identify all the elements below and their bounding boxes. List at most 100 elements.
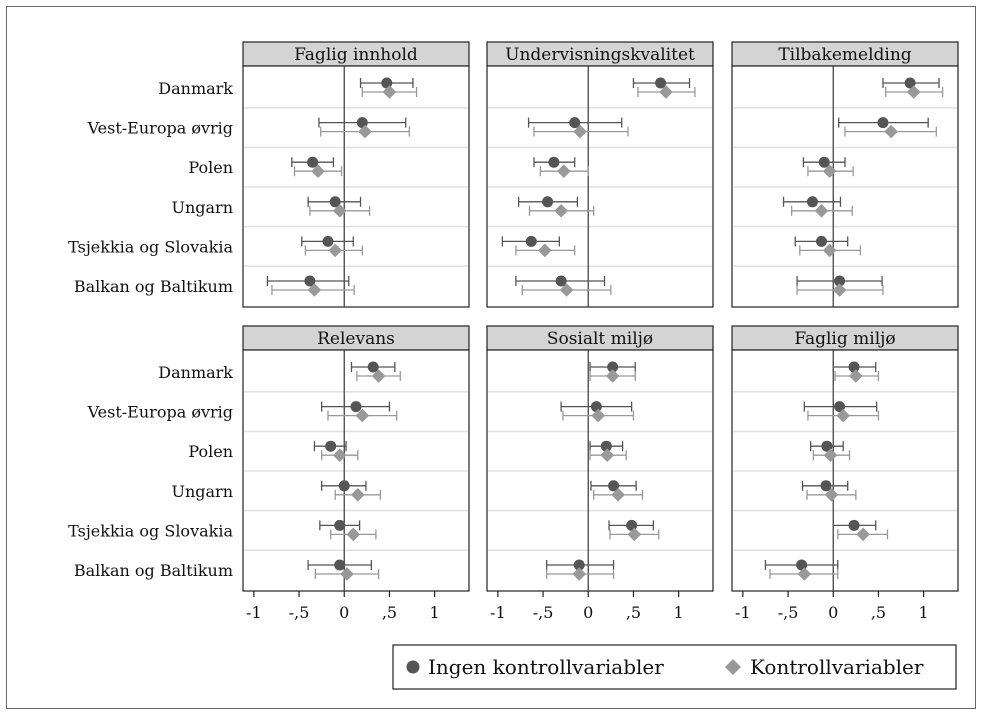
panel-title: Tilbakemelding bbox=[778, 45, 911, 65]
x-tick-label: ,5 bbox=[871, 603, 886, 622]
category-label: Danmark bbox=[158, 363, 233, 382]
point-marker bbox=[559, 283, 574, 297]
point-marker bbox=[822, 243, 837, 258]
point-marker bbox=[334, 519, 346, 531]
point-marker bbox=[332, 448, 347, 462]
category-label: Tsjekkia og Slovakia bbox=[68, 237, 233, 256]
point-marker bbox=[355, 408, 370, 423]
point-marker bbox=[600, 440, 612, 452]
point-marker bbox=[591, 408, 605, 423]
point-marker bbox=[627, 527, 642, 542]
point-marker bbox=[906, 85, 921, 99]
x-tick-label: -,5 bbox=[289, 603, 310, 622]
panel-title-strip bbox=[242, 41, 470, 67]
point-marker bbox=[611, 488, 625, 502]
point-marker bbox=[884, 124, 898, 139]
panel-title: Relevans bbox=[317, 329, 395, 349]
point-marker bbox=[877, 117, 889, 129]
point-marker bbox=[328, 243, 343, 258]
category-label: Polen bbox=[188, 442, 233, 461]
legend-label: Ingen kontrollvariabler bbox=[428, 655, 664, 679]
point-marker bbox=[821, 440, 833, 452]
legend-marker-circle bbox=[406, 660, 420, 674]
point-marker bbox=[555, 275, 567, 287]
x-tick-label: -1 bbox=[490, 603, 506, 622]
point-marker bbox=[848, 361, 860, 373]
panel-3: Tilbakemelding bbox=[731, 41, 959, 308]
point-marker bbox=[367, 361, 379, 373]
point-marker bbox=[848, 519, 860, 531]
point-marker bbox=[334, 559, 346, 571]
category-label: Vest-Europa øvrig bbox=[87, 119, 233, 138]
point-marker bbox=[655, 77, 667, 89]
point-marker bbox=[307, 156, 319, 168]
legend-box bbox=[392, 644, 957, 690]
legend-label: Kontrollvariabler bbox=[750, 655, 924, 679]
point-marker bbox=[569, 117, 581, 129]
point-marker bbox=[820, 480, 832, 492]
point-marker bbox=[836, 408, 850, 423]
figure-frame: Faglig innhold Danmark Vest-Europa øvrig Po… bbox=[6, 6, 976, 709]
point-marker bbox=[797, 567, 812, 581]
x-tick-label: 1 bbox=[919, 603, 929, 622]
point-marker bbox=[332, 204, 347, 218]
point-marker bbox=[557, 164, 571, 178]
category-label: Danmark bbox=[158, 79, 233, 98]
point-marker bbox=[823, 448, 838, 462]
x-tick-label: ,5 bbox=[626, 603, 641, 622]
category-label: Vest-Europa øvrig bbox=[87, 403, 233, 422]
category-label: Polen bbox=[188, 158, 233, 177]
x-tick-label: -,5 bbox=[778, 603, 799, 622]
panel-title-strip bbox=[486, 41, 714, 67]
legend: Ingen kontrollvariabler Kontrollvariabler bbox=[392, 644, 957, 690]
panel-4: Relevans bbox=[242, 325, 470, 597]
panel-title: Faglig miljø bbox=[794, 329, 895, 349]
point-marker bbox=[605, 369, 620, 383]
point-marker bbox=[538, 243, 552, 258]
panel-6: Faglig miljø bbox=[731, 325, 959, 597]
point-marker bbox=[329, 196, 341, 208]
point-marker bbox=[608, 480, 620, 492]
x-tick-label: -1 bbox=[246, 603, 262, 622]
legend-marker-diamond bbox=[725, 659, 741, 675]
panel-title: Sosialt miljø bbox=[547, 329, 653, 349]
point-marker bbox=[358, 124, 372, 139]
point-marker bbox=[351, 488, 365, 502]
point-marker bbox=[607, 361, 619, 373]
category-label: Balkan og Baltikum bbox=[74, 561, 233, 580]
point-marker bbox=[814, 204, 829, 218]
point-marker bbox=[834, 401, 846, 413]
point-marker bbox=[350, 401, 362, 413]
point-marker bbox=[338, 480, 350, 492]
point-marker bbox=[542, 196, 554, 208]
point-marker bbox=[834, 275, 846, 287]
point-marker bbox=[307, 283, 322, 297]
point-marker bbox=[572, 567, 587, 581]
x-tick-label: 0 bbox=[828, 603, 838, 622]
panel-1: Faglig innhold bbox=[242, 41, 470, 308]
point-marker bbox=[554, 204, 568, 218]
point-marker bbox=[856, 527, 870, 542]
x-tick-label: 0 bbox=[583, 603, 593, 622]
x-tick-label: -,5 bbox=[533, 603, 554, 622]
point-marker bbox=[322, 235, 334, 247]
category-label: Balkan og Baltikum bbox=[74, 277, 233, 296]
point-marker bbox=[832, 283, 847, 297]
point-marker bbox=[382, 85, 397, 99]
coefficient-plot: Faglig innhold Danmark Vest-Europa øvrig Po… bbox=[68, 41, 959, 690]
point-marker bbox=[824, 488, 839, 502]
panel-5: Sosialt miljø bbox=[486, 325, 714, 597]
point-marker bbox=[818, 156, 830, 168]
panel-title: Faglig innhold bbox=[294, 45, 418, 65]
x-tick-label: ,5 bbox=[382, 603, 397, 622]
point-marker bbox=[573, 124, 587, 139]
point-marker bbox=[904, 77, 916, 89]
point-marker bbox=[806, 196, 818, 208]
point-marker bbox=[311, 164, 325, 178]
point-marker bbox=[573, 559, 585, 571]
point-marker bbox=[340, 567, 354, 581]
point-marker bbox=[548, 156, 560, 168]
category-label: Ungarn bbox=[171, 482, 233, 501]
point-marker bbox=[371, 369, 386, 383]
panel-title-strip bbox=[731, 325, 959, 351]
